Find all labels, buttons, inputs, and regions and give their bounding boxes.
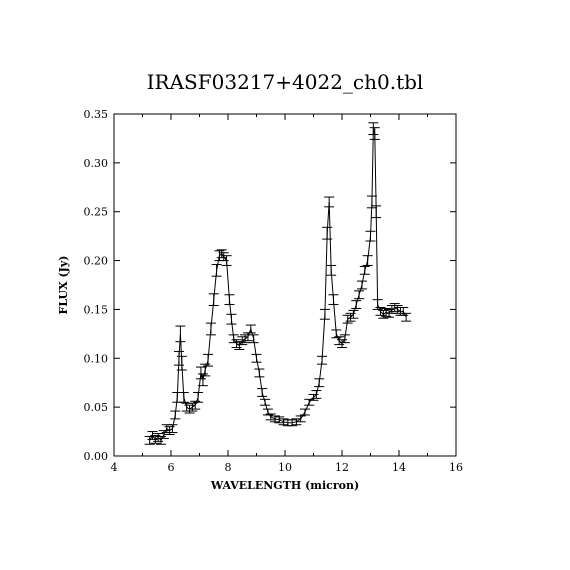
data-point xyxy=(314,378,325,388)
data-point xyxy=(265,413,276,421)
data-point xyxy=(319,308,330,320)
data-point xyxy=(324,196,335,208)
y-tick-label: 0.25 xyxy=(84,206,109,219)
y-tick-label: 0.00 xyxy=(84,450,109,463)
plot-frame xyxy=(113,113,457,457)
data-point xyxy=(326,264,337,276)
data-point xyxy=(221,255,232,266)
data-point xyxy=(203,353,214,367)
data-point xyxy=(359,265,370,275)
data-point xyxy=(401,312,412,322)
data-point xyxy=(260,398,271,406)
data-point xyxy=(195,366,206,380)
data-point xyxy=(339,334,350,344)
data-point xyxy=(371,205,382,219)
data-point xyxy=(392,305,403,314)
data-point xyxy=(356,280,367,290)
data-point xyxy=(224,294,235,306)
data-point xyxy=(172,391,183,403)
data-point xyxy=(368,122,379,136)
data-point xyxy=(205,322,216,336)
data-point xyxy=(365,230,376,242)
x-tick-label: 6 xyxy=(168,461,175,474)
axis-ticks xyxy=(113,113,457,457)
data-point xyxy=(178,391,189,403)
chart-title: IRASF03217+4022_ch0.tbl xyxy=(147,70,424,94)
data-point xyxy=(311,390,322,399)
data-point xyxy=(173,350,184,366)
data-point xyxy=(218,252,229,262)
y-tick-label: 0.05 xyxy=(84,401,109,414)
y-tick-label: 0.30 xyxy=(84,157,109,170)
x-tick-label: 4 xyxy=(111,461,118,474)
data-point xyxy=(248,334,259,344)
data-point xyxy=(251,353,262,363)
data-point xyxy=(254,368,265,378)
x-axis-label: WAVELENGTH (micron) xyxy=(210,479,359,492)
data-point xyxy=(257,388,268,397)
y-tick-label: 0.10 xyxy=(84,352,109,365)
y-tick-label: 0.15 xyxy=(84,303,109,316)
x-tick-label: 14 xyxy=(392,461,406,474)
y-tick-label: 0.20 xyxy=(84,255,109,268)
data-point xyxy=(337,339,347,349)
x-tick-label: 12 xyxy=(335,461,349,474)
data-point xyxy=(354,290,365,300)
y-tick-label: 0.35 xyxy=(84,108,109,121)
data-point xyxy=(328,294,339,306)
data-point xyxy=(211,263,222,277)
data-point xyxy=(274,416,285,424)
data-point xyxy=(167,424,178,434)
data-point xyxy=(348,309,359,319)
data-point xyxy=(161,424,172,434)
y-axis-label: FLUX (Jy) xyxy=(57,256,70,315)
flux-error-bars xyxy=(144,122,412,445)
data-point xyxy=(226,313,237,325)
data-point xyxy=(362,255,373,266)
x-tick-label: 10 xyxy=(278,461,292,474)
data-point xyxy=(193,391,204,403)
data-point xyxy=(170,410,181,420)
data-point xyxy=(317,355,328,365)
data-point xyxy=(299,408,310,416)
data-point xyxy=(345,312,356,322)
x-tick-label: 16 xyxy=(449,461,463,474)
data-point xyxy=(351,300,362,309)
data-point xyxy=(181,402,192,412)
data-point xyxy=(176,355,187,371)
axis-tick-labels: 4 6 8 10 12 14 16 0.00 0.05 0.10 0.15 0.20 0.25 0.30 0… xyxy=(84,108,464,474)
flux-series-line xyxy=(149,128,407,442)
data-point xyxy=(175,325,186,343)
data-point xyxy=(216,249,227,259)
x-tick-label: 8 xyxy=(225,461,232,474)
data-point xyxy=(295,415,306,423)
data-point xyxy=(322,226,333,240)
data-point xyxy=(208,293,219,307)
data-point xyxy=(369,127,380,140)
data-point xyxy=(245,324,256,334)
